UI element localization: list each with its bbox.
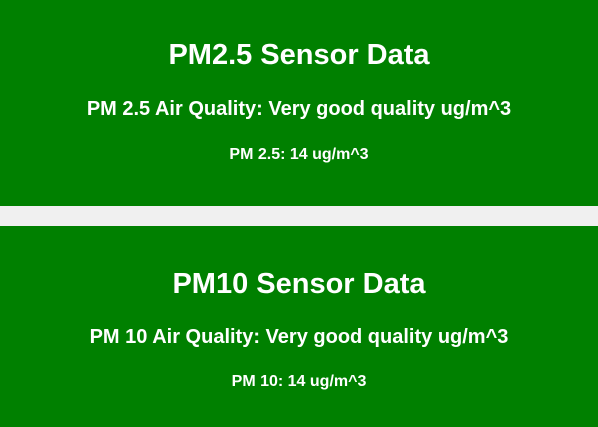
pm10-reading-value: PM 10: 14 ug/m^3 xyxy=(231,373,367,390)
pm10-air-quality-status: PM 10 Air Quality: Very good quality ug/… xyxy=(89,326,509,348)
pm25-panel-title: PM2.5 Sensor Data xyxy=(168,39,430,71)
pm25-sensor-panel: PM2.5 Sensor Data PM 2.5 Air Quality: Ve… xyxy=(0,0,598,206)
pm10-sensor-panel: PM10 Sensor Data PM 10 Air Quality: Very… xyxy=(0,226,598,427)
pm25-reading-value: PM 2.5: 14 ug/m^3 xyxy=(229,146,369,163)
pm10-panel-title: PM10 Sensor Data xyxy=(172,268,426,300)
pm25-air-quality-status: PM 2.5 Air Quality: Very good quality ug… xyxy=(86,98,512,120)
